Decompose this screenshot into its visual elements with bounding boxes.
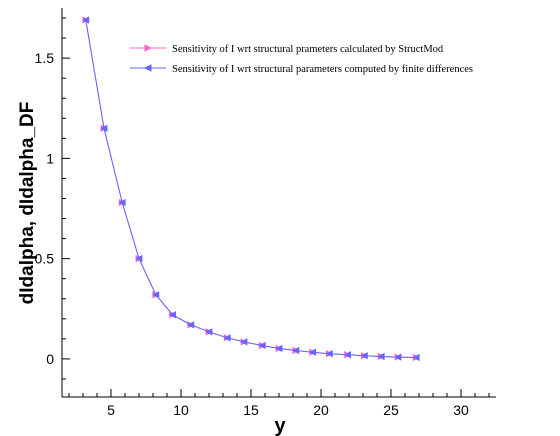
data-point	[275, 344, 283, 353]
y-tick-label: 1	[46, 150, 54, 166]
legend-swatch-marker	[143, 64, 152, 72]
x-tick-label: 15	[243, 402, 259, 418]
data-point	[258, 341, 266, 350]
data-point	[168, 311, 177, 319]
data-point	[377, 352, 385, 361]
legend-label: Sensitivity of I wrt structural paramete…	[172, 64, 473, 75]
y-tick-label: 0	[46, 351, 54, 367]
data-point	[325, 350, 333, 358]
legend: Sensitivity of I wrt structural prameter…	[130, 44, 473, 75]
axis-ticks: 5 10 15 20 25 30 0 0.5 1 1.5	[35, 17, 490, 418]
data-point	[291, 346, 300, 355]
x-tick-label: 20	[313, 402, 329, 418]
data-point	[100, 124, 108, 132]
x-axis-title: y	[274, 415, 286, 436]
legend-item: Sensitivity of I wrt structural paramete…	[130, 64, 473, 75]
data-point	[151, 291, 160, 299]
series-2	[81, 16, 420, 362]
data-point	[412, 353, 420, 362]
x-tick-label: 25	[383, 402, 399, 418]
legend-item: Sensitivity of I wrt structural prameter…	[130, 44, 444, 55]
data-point	[360, 352, 368, 360]
data-point	[223, 334, 231, 342]
x-tick-label: 5	[107, 402, 115, 418]
legend-swatch-marker	[144, 44, 153, 52]
data-point	[308, 348, 317, 356]
data-point	[394, 353, 402, 361]
y-axis-title: dIdalpha, dIdalpha_DF	[17, 102, 38, 305]
y-tick-label: 0.5	[35, 251, 55, 267]
data-point	[135, 254, 143, 263]
data-point	[240, 338, 248, 346]
data-point	[118, 198, 126, 207]
y-tick-label: 1.5	[35, 50, 55, 66]
data-point	[186, 321, 195, 329]
legend-label: Sensitivity of I wrt structural prameter…	[172, 44, 444, 55]
x-tick-label: 10	[173, 402, 189, 418]
data-point	[343, 351, 352, 359]
x-tick-label: 30	[453, 402, 469, 418]
data-point	[205, 328, 213, 336]
data-point	[81, 16, 90, 24]
series-lines	[81, 16, 421, 362]
